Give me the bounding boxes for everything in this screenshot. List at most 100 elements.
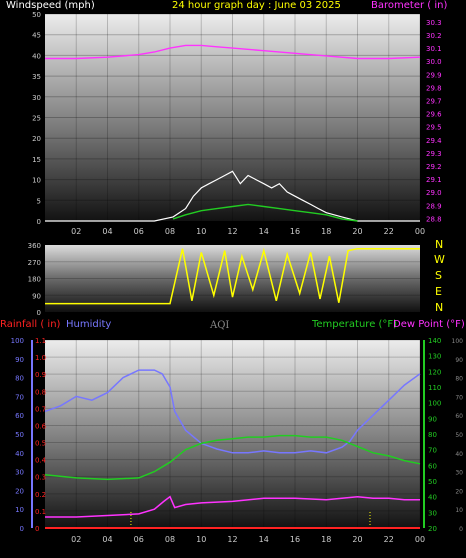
temp-x-tick-label: 00 bbox=[415, 535, 425, 544]
temp-x-tick-label: 10 bbox=[196, 535, 206, 544]
direction-y-tick-label: 360 bbox=[28, 242, 41, 250]
wind-x-tick-label: 18 bbox=[321, 227, 331, 236]
series-dewpoint-line bbox=[45, 495, 420, 518]
wind-y-tick-label: 40 bbox=[32, 52, 41, 60]
aqi-y-tick-label: 100 bbox=[452, 338, 464, 345]
baro-y-tick-label: 30.0 bbox=[426, 58, 442, 66]
wind-x-tick-label: 12 bbox=[227, 227, 237, 236]
baro-y-tick-label: 29.0 bbox=[426, 189, 442, 197]
aqi-y-tick-label: 20 bbox=[455, 488, 463, 495]
series-wind-line bbox=[45, 170, 420, 222]
series-baro-line bbox=[45, 44, 421, 60]
temp-y-tick-label: 40 bbox=[428, 494, 437, 502]
wind-x-tick-label: 14 bbox=[259, 227, 269, 236]
humidity-legend: Humidity bbox=[66, 319, 112, 330]
compass-e: E bbox=[435, 285, 442, 298]
baro-y-tick-label: 29.4 bbox=[426, 137, 442, 145]
wind-x-tick-label: 00 bbox=[415, 227, 425, 236]
wind-x-tick-label: 20 bbox=[352, 227, 362, 236]
direction-plot-area bbox=[45, 245, 420, 312]
baro-y-tick-label: 28.8 bbox=[426, 215, 442, 223]
baro-y-tick-label: 29.3 bbox=[426, 150, 442, 158]
temperature-legend: Temperature (°F) bbox=[312, 319, 398, 330]
humidity-y-tick-label: 20 bbox=[15, 487, 24, 495]
series-humidity-line bbox=[44, 369, 421, 454]
rain-y-tick-label: 0.2 bbox=[35, 491, 46, 499]
compass-w: W bbox=[434, 253, 445, 266]
wind-y-tick-label: 30 bbox=[32, 94, 41, 102]
rain-y-tick-label: 0.4 bbox=[35, 457, 47, 465]
wind-y-tick-label: 15 bbox=[32, 156, 41, 164]
wind-y-tick-label: 0 bbox=[37, 218, 41, 226]
wind-y-tick-label: 20 bbox=[32, 135, 41, 143]
wind-y-tick-label: 45 bbox=[32, 32, 41, 40]
rainfall-legend: Rainfall ( in) bbox=[0, 319, 61, 330]
humidity-y-tick-label: 80 bbox=[15, 375, 24, 383]
baro-y-tick-label: 29.7 bbox=[426, 97, 442, 105]
rain-y-tick-label: 0.5 bbox=[35, 440, 46, 448]
humidity-y-tick-label: 30 bbox=[15, 469, 24, 477]
rain-y-tick-label: 1.1 bbox=[35, 337, 46, 345]
aqi-y-tick-label: 60 bbox=[455, 413, 463, 420]
aqi-legend: AQI bbox=[210, 320, 230, 331]
series-temperature-line bbox=[44, 434, 421, 481]
baro-y-tick-label: 30.1 bbox=[426, 45, 442, 53]
aqi-y-tick-label: 80 bbox=[455, 376, 463, 383]
temp-y-tick-label: 120 bbox=[428, 368, 441, 376]
wind-x-tick-label: 04 bbox=[102, 227, 112, 236]
baro-y-tick-label: 29.1 bbox=[426, 176, 442, 184]
rain-y-tick-label: 0.3 bbox=[35, 474, 46, 482]
wind-y-tick-label: 5 bbox=[37, 197, 41, 205]
humidity-y-tick-label: 60 bbox=[15, 412, 24, 420]
aqi-y-tick-label: 90 bbox=[455, 357, 463, 364]
rain-y-tick-label: 0.9 bbox=[35, 371, 46, 379]
baro-y-tick-label: 29.6 bbox=[426, 111, 442, 119]
wind-y-tick-label: 35 bbox=[32, 73, 41, 81]
baro-y-tick-label: 29.2 bbox=[426, 163, 442, 171]
series-dir-line bbox=[45, 247, 420, 305]
temp-x-tick-label: 12 bbox=[227, 535, 237, 544]
wind-x-tick-label: 10 bbox=[196, 227, 206, 236]
temp-x-tick-label: 04 bbox=[102, 535, 112, 544]
aqi-y-tick-label: 40 bbox=[455, 451, 463, 458]
aqi-y-tick-label: 30 bbox=[455, 470, 463, 477]
chart-title: 24 hour graph day : June 03 2025 bbox=[172, 0, 341, 11]
temp-y-tick-label: 30 bbox=[428, 509, 437, 517]
direction-y-tick-label: 0 bbox=[37, 309, 41, 317]
humidity-y-tick-label: 100 bbox=[11, 337, 24, 345]
aqi-y-tick-label: 70 bbox=[455, 394, 463, 401]
compass-n-top: N bbox=[435, 238, 444, 251]
temp-x-tick-label: 20 bbox=[352, 535, 362, 544]
humidity-y-tick-label: 70 bbox=[15, 393, 24, 401]
wind-x-tick-label: 16 bbox=[290, 227, 300, 236]
wind-y-tick-label: 25 bbox=[32, 115, 41, 123]
wind-x-tick-label: 02 bbox=[71, 227, 81, 236]
aqi-y-tick-label: 50 bbox=[455, 432, 463, 439]
aqi-y-tick-label: 0 bbox=[459, 526, 463, 533]
wind-x-tick-label: 22 bbox=[384, 227, 394, 236]
baro-y-tick-label: 30.2 bbox=[426, 32, 442, 40]
direction-y-tick-label: 90 bbox=[32, 292, 41, 300]
temp-y-tick-label: 110 bbox=[428, 384, 441, 392]
humidity-y-tick-label: 0 bbox=[20, 525, 24, 533]
temp-y-tick-label: 130 bbox=[428, 353, 441, 361]
temp-x-tick-label: 08 bbox=[165, 535, 175, 544]
rain-y-tick-label: 1.0 bbox=[35, 354, 46, 362]
aqi-y-tick-label: 10 bbox=[455, 507, 463, 514]
temp-x-tick-label: 22 bbox=[384, 535, 394, 544]
rain-y-tick-label: 0 bbox=[35, 525, 39, 533]
baro-y-tick-label: 30.3 bbox=[426, 19, 442, 27]
series-gust_avg-line bbox=[172, 203, 358, 222]
baro-y-tick-label: 29.9 bbox=[426, 71, 442, 79]
temp-y-tick-label: 80 bbox=[428, 431, 437, 439]
rain-y-tick-label: 0.8 bbox=[35, 388, 46, 396]
compass-n-bottom: N bbox=[435, 301, 444, 314]
rain-y-tick-label: 0.6 bbox=[35, 422, 47, 430]
wind-y-tick-label: 50 bbox=[32, 11, 41, 19]
humidity-y-tick-label: 90 bbox=[15, 356, 24, 364]
wind-x-tick-label: 08 bbox=[165, 227, 175, 236]
windspeed-axis-title: Windspeed (mph) bbox=[6, 0, 95, 11]
humidity-y-tick-label: 10 bbox=[15, 506, 24, 514]
